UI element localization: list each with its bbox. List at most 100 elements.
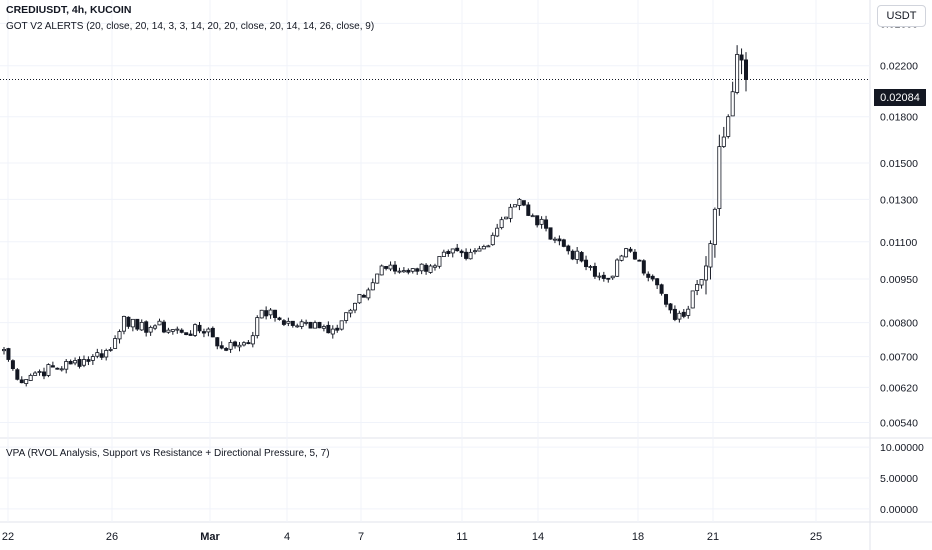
candle-body xyxy=(281,320,286,325)
candle-body xyxy=(108,349,113,351)
candle-body xyxy=(512,204,517,208)
price-tick-label: 0.00540 xyxy=(880,417,918,429)
date-tick-label: 21 xyxy=(707,531,719,543)
candle-body xyxy=(641,260,646,274)
candle-body xyxy=(544,219,549,229)
candle-body xyxy=(255,317,260,337)
candle-body xyxy=(86,359,91,362)
candle-body xyxy=(139,321,144,331)
candle-body xyxy=(224,348,229,351)
candle-body xyxy=(446,251,451,254)
candle-body xyxy=(388,264,393,270)
candle-body xyxy=(717,146,722,209)
candle-body xyxy=(290,320,295,326)
candle-body xyxy=(646,273,651,278)
candle-body xyxy=(499,219,504,229)
price-tick-label: 0.01300 xyxy=(880,194,918,206)
candle-body xyxy=(2,349,7,352)
currency-selector[interactable]: USDT xyxy=(877,5,926,27)
candle-body xyxy=(197,324,202,332)
candle-body xyxy=(415,268,420,272)
date-tick-label: 14 xyxy=(532,531,544,543)
candle-body xyxy=(153,325,158,329)
vpa-indicator-label[interactable]: VPA (RVOL Analysis, Support vs Resistanc… xyxy=(6,448,330,459)
candle-body xyxy=(504,216,509,220)
candle-body xyxy=(721,136,726,147)
candle-body xyxy=(348,309,353,314)
candle-body xyxy=(508,206,513,219)
candle-body xyxy=(64,361,69,370)
candle-body xyxy=(148,326,153,333)
candle-body xyxy=(33,372,38,376)
candle-body xyxy=(579,252,584,262)
candle-body xyxy=(77,359,82,367)
candle-body xyxy=(130,318,135,328)
candle-body xyxy=(259,309,264,319)
candle-body xyxy=(397,270,402,273)
candle-body xyxy=(570,250,575,260)
candle-body xyxy=(19,379,24,384)
candle-body xyxy=(601,274,606,279)
candle-body xyxy=(650,275,655,280)
candle-body xyxy=(113,338,118,349)
candle-body xyxy=(690,290,695,309)
candle-body xyxy=(615,259,620,277)
candle-body xyxy=(166,329,171,333)
candle-body xyxy=(637,259,642,262)
candle-body xyxy=(450,248,455,254)
candle-body xyxy=(170,329,175,332)
candle-body xyxy=(490,234,495,246)
candle-body xyxy=(144,321,149,333)
candle-body xyxy=(157,320,162,326)
candle-body xyxy=(535,215,540,226)
candle-body xyxy=(117,331,122,340)
candle-body xyxy=(135,318,140,330)
date-tick-label: 18 xyxy=(632,531,644,543)
candle-body xyxy=(597,275,602,278)
candle-body xyxy=(104,350,109,358)
candle-body xyxy=(730,91,735,117)
candle-body xyxy=(335,327,340,331)
candle-body xyxy=(384,266,389,269)
candle-body xyxy=(664,294,669,305)
candle-body xyxy=(99,353,104,358)
candle-body xyxy=(304,321,309,324)
candle-body xyxy=(308,321,313,329)
candle-body xyxy=(704,265,709,281)
candle-body xyxy=(632,251,637,260)
candle-body xyxy=(46,364,51,376)
candle-body xyxy=(557,238,562,242)
candle-body xyxy=(353,302,358,311)
candle-body xyxy=(744,59,749,80)
date-tick-label: 4 xyxy=(284,531,290,543)
candle-body xyxy=(472,250,477,253)
candle-body xyxy=(73,360,78,364)
vpa-tick-label: 5.00000 xyxy=(880,473,918,485)
candle-body xyxy=(228,342,233,350)
candle-body xyxy=(15,369,20,380)
candle-body xyxy=(432,265,437,268)
candle-body xyxy=(392,264,397,272)
candle-body xyxy=(250,335,255,345)
date-tick-label: 22 xyxy=(2,531,14,543)
price-tick-label: 0.00800 xyxy=(880,318,918,330)
candle-body xyxy=(241,342,246,346)
candle-body xyxy=(668,303,673,311)
candle-body xyxy=(24,379,29,384)
candle-body xyxy=(495,227,500,237)
indicator-label[interactable]: GOT V2 ALERTS (20, close, 20, 14, 3, 3, … xyxy=(6,21,375,32)
candle-body xyxy=(317,321,322,329)
candle-body xyxy=(193,324,198,336)
candle-body xyxy=(277,317,282,320)
candle-body xyxy=(726,116,731,137)
candle-body xyxy=(313,322,318,329)
candle-body xyxy=(6,348,11,360)
candle-body xyxy=(486,245,491,248)
candle-body xyxy=(161,321,166,333)
candle-body xyxy=(410,268,415,272)
candle-body xyxy=(628,248,633,252)
candle-body xyxy=(219,345,224,349)
candle-body xyxy=(455,247,460,252)
candle-body xyxy=(619,255,624,261)
